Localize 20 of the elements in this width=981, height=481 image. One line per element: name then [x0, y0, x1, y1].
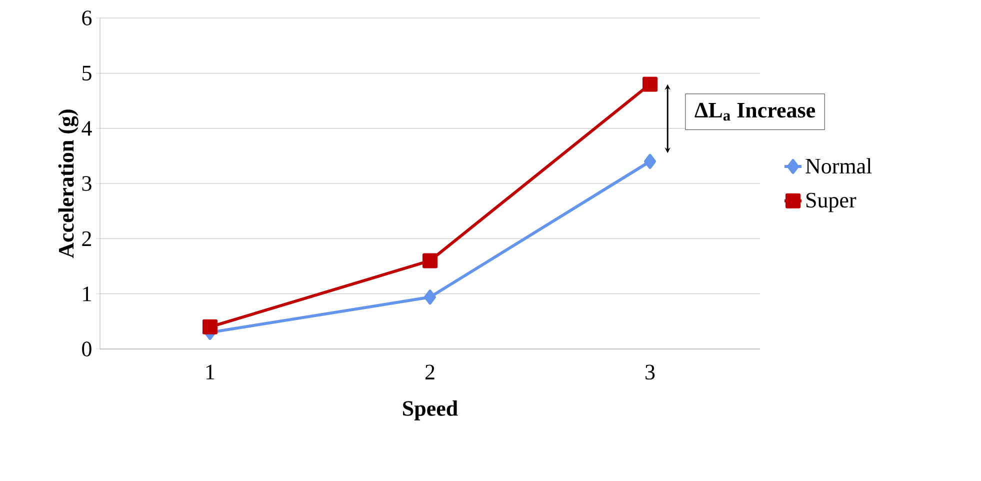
y-axis-title: Acceleration (g)	[58, 110, 78, 258]
point	[642, 76, 658, 92]
point	[202, 319, 218, 334]
x-tick-label: 1	[206, 364, 214, 380]
point	[644, 154, 656, 169]
y-tick-label: 5	[82, 66, 92, 80]
y-tick-label: 0	[82, 342, 92, 356]
legend-label: Super	[806, 192, 856, 212]
legend-label: Normal	[806, 158, 872, 174]
x-tick-label: 2	[425, 364, 434, 380]
annotation: ΔL$_{a}$ Increase	[694, 102, 816, 121]
y-tick-label: 4	[82, 121, 92, 136]
point	[424, 290, 436, 305]
y-tick-label: 3	[82, 176, 92, 191]
x-axis-title: Speed	[403, 400, 458, 420]
point	[422, 253, 438, 268]
y-tick-label: 2	[82, 231, 92, 246]
y-tick-label: 6	[82, 10, 92, 26]
x-tick-label: 3	[646, 364, 655, 380]
y-tick-label: 1	[83, 286, 91, 302]
